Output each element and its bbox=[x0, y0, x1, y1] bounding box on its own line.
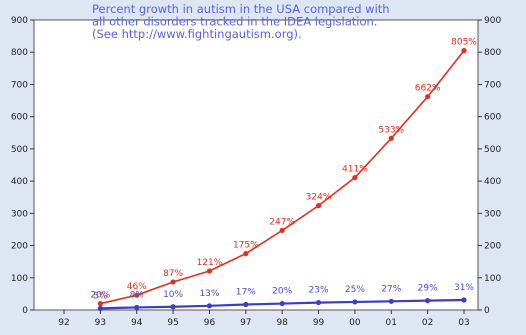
y-axis-left: 0 100 200 300 400 500 600 700 800 900 bbox=[11, 16, 34, 316]
data-label-1: 8% bbox=[130, 290, 145, 300]
series-layer: 20% 46% 87% 121% 175% 247% 324% 411% 533% 662% 805… bbox=[90, 38, 477, 311]
x-tick-label: 96 bbox=[204, 318, 216, 328]
series-point-0 bbox=[315, 203, 322, 209]
x-tick-label: 00 bbox=[349, 318, 361, 328]
data-label-1: 20% bbox=[272, 287, 292, 297]
data-label-0: 533% bbox=[378, 125, 404, 135]
data-label-1: 27% bbox=[381, 284, 401, 294]
x-tick-label: 03 bbox=[458, 318, 469, 328]
series-point-0 bbox=[425, 94, 431, 100]
chart-title-line: (See http://www.fightingautism.org). bbox=[92, 27, 302, 41]
x-tick-label: 94 bbox=[131, 318, 143, 328]
x-tick-label: 99 bbox=[313, 318, 325, 328]
x-axis: 92 93 94 95 96 97 98 99 00 01 02 03 bbox=[58, 310, 470, 328]
series-point-0 bbox=[352, 174, 358, 181]
series-point-0 bbox=[170, 279, 176, 285]
y-tick-label-right: 700 bbox=[484, 80, 501, 90]
data-label-1: 17% bbox=[236, 288, 256, 298]
y-tick-label-left: 300 bbox=[11, 209, 28, 219]
series-point-0 bbox=[388, 135, 394, 141]
series-point-0 bbox=[134, 292, 140, 298]
y-tick-label-left: 100 bbox=[11, 274, 28, 284]
chart-title-line: all other disorders tracked in the IDEA … bbox=[92, 15, 377, 29]
series-point-1 bbox=[206, 303, 213, 309]
y-tick-label-left: 700 bbox=[11, 80, 28, 90]
y-tick-label-right: 800 bbox=[484, 48, 501, 58]
x-tick-label: 92 bbox=[58, 318, 69, 328]
data-label-0: 324% bbox=[306, 193, 332, 203]
series-point-1 bbox=[279, 300, 285, 307]
data-label-0: 20% bbox=[90, 291, 110, 301]
x-tick-label: 02 bbox=[422, 318, 433, 328]
y-tick-label-right: 0 bbox=[484, 306, 490, 316]
y-tick-label-right: 600 bbox=[484, 113, 501, 123]
series-point-1 bbox=[388, 298, 394, 304]
y-axis-right: 0 100 200 300 400 500 600 700 800 900 bbox=[478, 16, 501, 316]
y-tick-label-left: 600 bbox=[11, 113, 28, 123]
y-tick-label-left: 500 bbox=[11, 145, 28, 155]
data-label-1: 31% bbox=[454, 283, 474, 293]
y-tick-label-right: 500 bbox=[484, 145, 501, 155]
series-point-0 bbox=[461, 48, 467, 54]
x-tick-label: 95 bbox=[167, 318, 178, 328]
series-point-1 bbox=[461, 297, 467, 303]
data-label-1: 13% bbox=[199, 289, 219, 299]
y-tick-label-right: 100 bbox=[484, 274, 501, 284]
y-tick-label-right: 900 bbox=[484, 16, 501, 26]
x-tick-label: 98 bbox=[276, 318, 288, 328]
series-point-1 bbox=[425, 298, 431, 304]
y-tick-label-right: 400 bbox=[484, 177, 501, 187]
y-tick-label-left: 800 bbox=[11, 48, 28, 58]
series-point-0 bbox=[243, 251, 249, 257]
series-point-0 bbox=[97, 300, 103, 307]
data-label-1: 23% bbox=[309, 286, 329, 296]
data-label-1: 10% bbox=[163, 290, 183, 300]
series-point-1 bbox=[352, 299, 358, 305]
data-label-1: 29% bbox=[418, 284, 438, 294]
series-point-0 bbox=[206, 268, 213, 274]
x-tick-label: 97 bbox=[240, 318, 251, 328]
y-tick-label-left: 0 bbox=[22, 306, 28, 316]
data-label-0: 662% bbox=[415, 84, 441, 94]
x-tick-label: 93 bbox=[95, 318, 106, 328]
series-point-1 bbox=[243, 301, 249, 308]
data-label-1: 25% bbox=[345, 285, 365, 295]
data-label-0: 121% bbox=[197, 258, 223, 268]
data-label-0: 175% bbox=[233, 241, 259, 251]
y-tick-label-left: 200 bbox=[11, 242, 28, 252]
data-label-0: 87% bbox=[163, 269, 183, 279]
x-tick-label: 01 bbox=[386, 318, 397, 328]
plot-area bbox=[33, 19, 479, 311]
y-tick-label-right: 200 bbox=[484, 242, 501, 252]
y-tick-label-left: 900 bbox=[11, 16, 28, 26]
chart-title: Percent growth in autism in the USA comp… bbox=[92, 2, 390, 41]
chart-title-line: Percent growth in autism in the USA comp… bbox=[92, 2, 390, 16]
series-point-1 bbox=[170, 304, 176, 310]
series-point-1 bbox=[134, 304, 140, 311]
data-label-1: 5% bbox=[93, 291, 108, 301]
data-label-0: 46% bbox=[127, 282, 147, 292]
data-label-0: 411% bbox=[342, 165, 368, 175]
y-tick-label-right: 300 bbox=[484, 209, 501, 219]
data-label-0: 247% bbox=[269, 217, 295, 227]
y-tick-label-left: 400 bbox=[11, 177, 28, 187]
series-point-1 bbox=[97, 305, 103, 311]
series-point-1 bbox=[315, 299, 322, 306]
series-point-0 bbox=[279, 227, 285, 234]
data-label-0: 805% bbox=[451, 38, 477, 48]
